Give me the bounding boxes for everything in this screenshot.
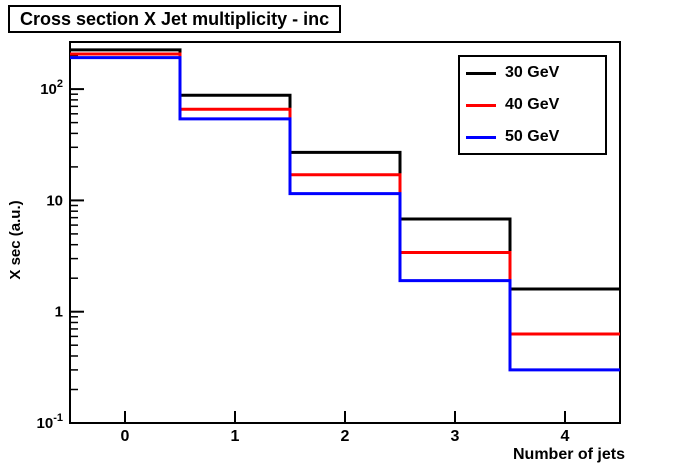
legend-item-30-gev: 30 GeV <box>460 57 605 89</box>
y-tick-label: 1 <box>55 304 63 321</box>
y-tick-label: 10 <box>46 192 63 209</box>
x-axis-title: Number of jets <box>513 446 625 463</box>
legend-label: 30 GeV <box>505 64 560 81</box>
legend-line-sample <box>466 135 496 139</box>
y-axis-title: X sec (a.u.) <box>7 200 24 279</box>
legend-label: 50 GeV <box>505 128 560 145</box>
x-tick-label: 1 <box>231 428 240 445</box>
x-tick-label: 2 <box>341 428 350 445</box>
series-50-gev <box>70 56 620 372</box>
legend: 30 GeV 40 GeV 50 GeV <box>458 55 607 155</box>
y-tick-label: 10-1 <box>37 412 63 432</box>
legend-label: 40 GeV <box>505 96 560 113</box>
x-tick-label: 4 <box>561 428 570 445</box>
legend-line-sample <box>466 103 496 107</box>
legend-line-sample <box>466 71 496 75</box>
legend-item-50-gev: 50 GeV <box>460 121 605 153</box>
plot-frame <box>69 41 621 424</box>
x-tick-label: 3 <box>451 428 460 445</box>
x-tick-label: 0 <box>121 428 130 445</box>
legend-item-40-gev: 40 GeV <box>460 89 605 121</box>
y-tick-label: 102 <box>40 78 63 98</box>
plot-title: Cross section X Jet multiplicity - inc <box>8 5 342 33</box>
